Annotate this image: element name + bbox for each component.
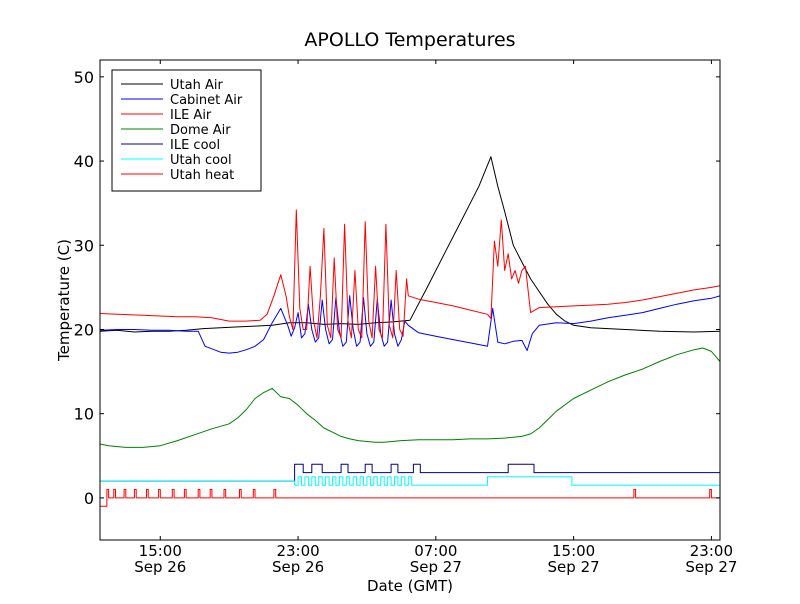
legend-label-utah-cool: Utah cool bbox=[170, 153, 232, 168]
x-tick-date-label: Sep 26 bbox=[272, 558, 324, 576]
legend-label-utah-heat: Utah heat bbox=[170, 168, 234, 183]
y-tick-label: 0 bbox=[84, 489, 94, 508]
legend-label-ile-air: ILE Air bbox=[170, 108, 212, 123]
legend-label-utah-air: Utah Air bbox=[170, 78, 223, 93]
y-tick-label: 10 bbox=[74, 405, 94, 424]
x-tick-date-label: Sep 26 bbox=[134, 558, 186, 576]
y-tick-label: 30 bbox=[74, 236, 94, 255]
series-line-ile-air bbox=[100, 209, 720, 339]
series-line-cabinet-air bbox=[100, 295, 720, 354]
x-tick-date-label: Sep 27 bbox=[410, 558, 462, 576]
y-axis-label: Temperature (C) bbox=[55, 239, 73, 362]
x-axis-label: Date (GMT) bbox=[367, 577, 453, 595]
x-tick-time-label: 15:00 bbox=[552, 542, 595, 560]
x-tick-time-label: 15:00 bbox=[139, 542, 182, 560]
series-line-dome-air bbox=[100, 347, 720, 448]
series-layer bbox=[100, 156, 720, 507]
series-line-utah-air bbox=[100, 156, 720, 333]
series-line-utah-cool bbox=[100, 476, 720, 486]
y-tick-label: 50 bbox=[74, 68, 94, 87]
x-tick-date-label: Sep 27 bbox=[548, 558, 600, 576]
x-tick-time-label: 23:00 bbox=[690, 542, 733, 560]
series-line-ile-cool bbox=[100, 463, 720, 482]
chart-title: APOLLO Temperatures bbox=[304, 29, 515, 51]
y-tick-label: 20 bbox=[74, 320, 94, 339]
x-tick-time-label: 07:00 bbox=[414, 542, 457, 560]
series-line-utah-heat bbox=[100, 489, 720, 507]
legend-label-cabinet-air: Cabinet Air bbox=[170, 93, 243, 108]
x-tick-time-label: 23:00 bbox=[276, 542, 319, 560]
legend-label-ile-cool: ILE cool bbox=[170, 138, 220, 153]
legend-box bbox=[111, 69, 262, 192]
plot-frame bbox=[99, 59, 721, 541]
y-tick-label: 40 bbox=[74, 152, 94, 171]
legend-label-dome-air: Dome Air bbox=[170, 123, 231, 138]
x-tick-date-label: Sep 27 bbox=[685, 558, 737, 576]
